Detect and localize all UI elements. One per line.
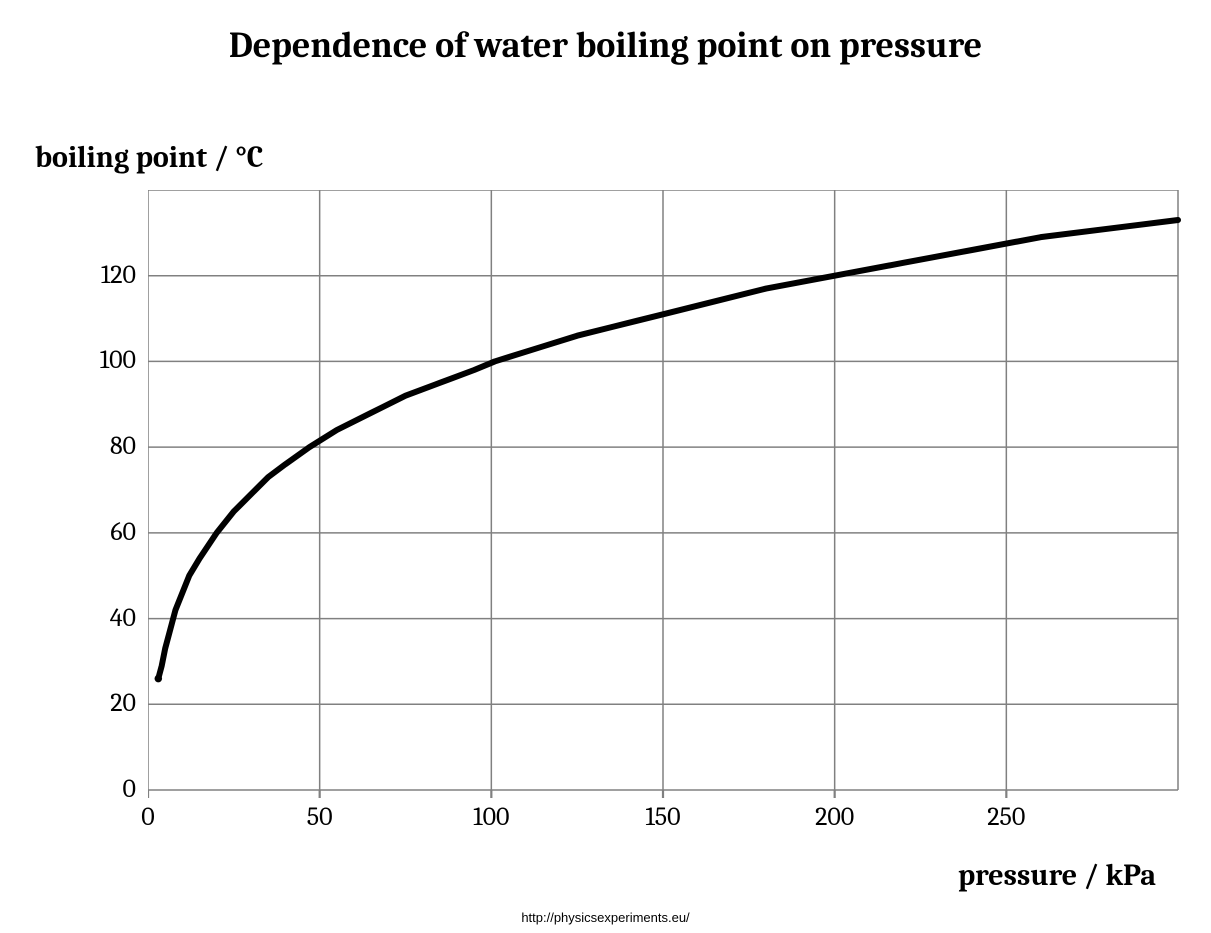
y-tick-label: 0 [76,774,136,804]
y-tick-label: 40 [76,603,136,633]
y-tick-label: 100 [76,345,136,375]
y-tick-label: 60 [76,517,136,547]
x-tick-label: 0 [118,802,178,832]
x-axis-label: pressure / kPa [958,858,1156,893]
x-tick-label: 150 [633,802,693,832]
y-tick-label: 80 [76,431,136,461]
y-axis-label: boiling point / °C [35,140,263,175]
x-tick-label: 250 [976,802,1036,832]
x-tick-label: 200 [805,802,865,832]
chart-container: Dependence of water boiling point on pre… [0,0,1211,933]
x-tick-label: 100 [461,802,521,832]
data-curve [158,220,1178,679]
plot-area [148,190,1198,810]
chart-title: Dependence of water boiling point on pre… [0,25,1211,66]
y-tick-label: 20 [76,688,136,718]
y-tick-label: 120 [76,260,136,290]
x-tick-label: 50 [290,802,350,832]
footer-url: http://physicsexperiments.eu/ [0,910,1211,925]
